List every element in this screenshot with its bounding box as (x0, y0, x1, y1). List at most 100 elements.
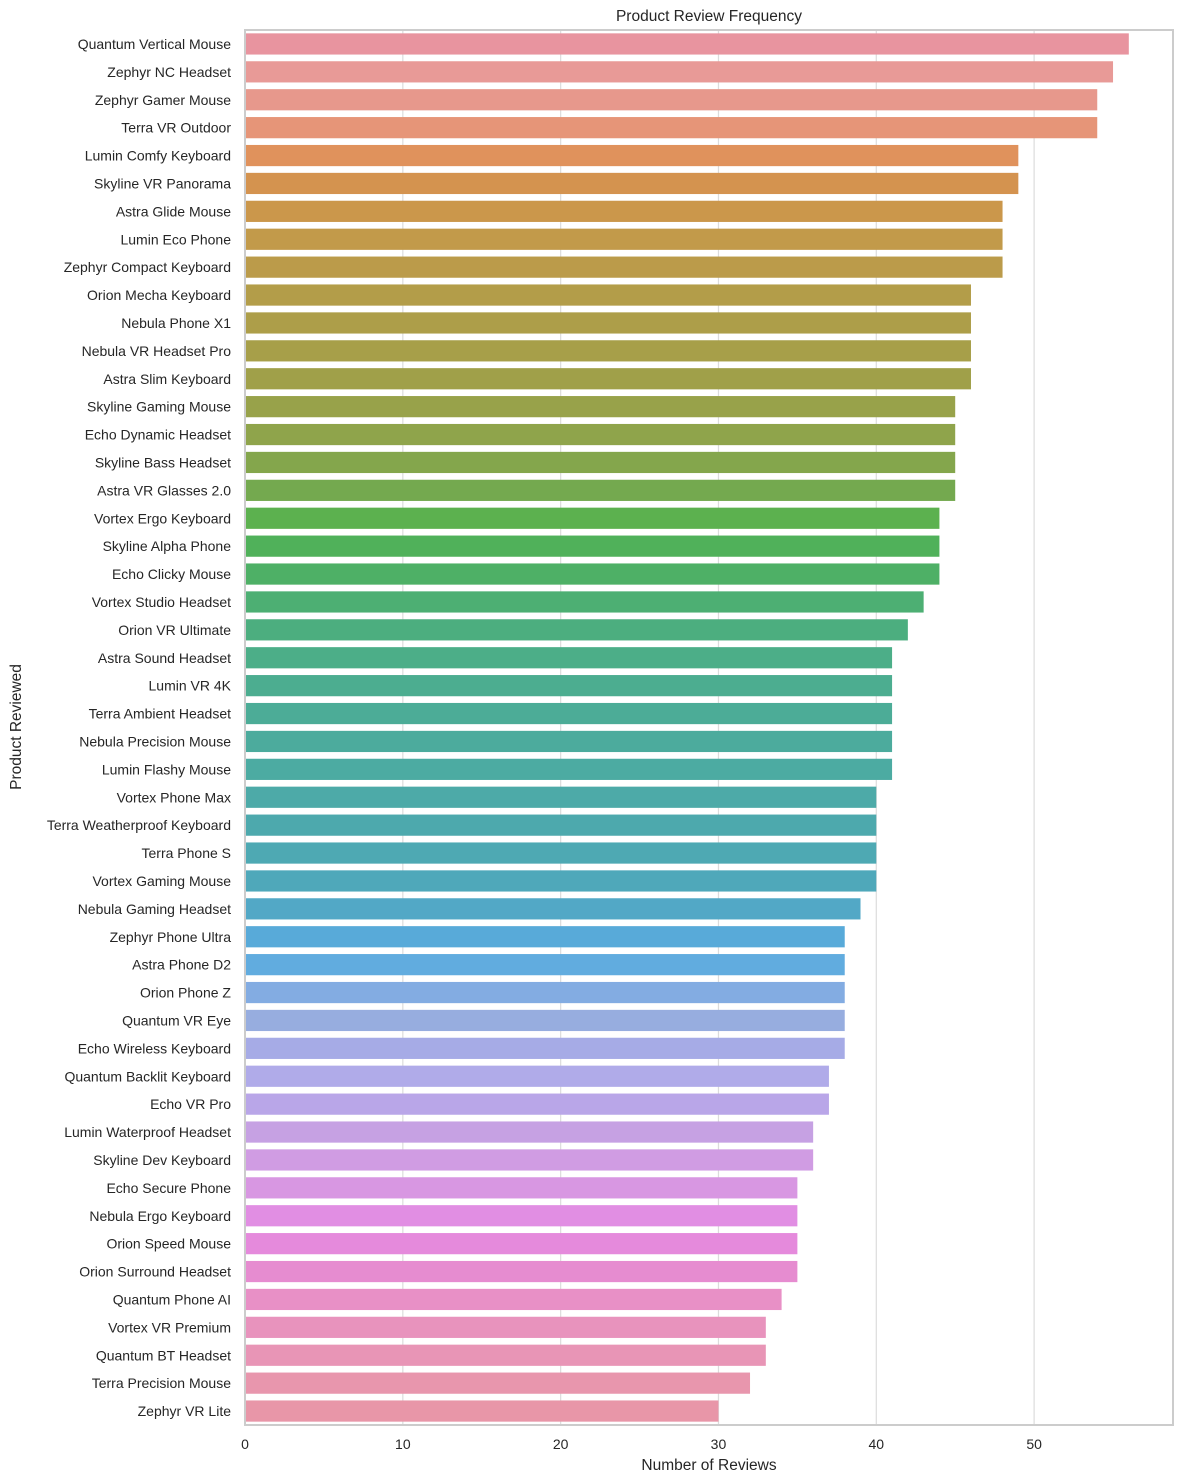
y-tick-label: Terra Ambient Headset (89, 706, 232, 722)
y-tick-label: Terra Precision Mouse (92, 1375, 231, 1391)
y-tick-label: Zephyr NC Headset (107, 64, 231, 80)
y-tick-label: Vortex Gaming Mouse (92, 873, 231, 889)
y-tick-label: Astra Sound Headset (98, 650, 231, 666)
y-tick-label: Quantum VR Eye (122, 1012, 231, 1028)
bar (246, 256, 1003, 278)
y-tick-label: Zephyr Compact Keyboard (64, 259, 231, 275)
y-tick-label: Zephyr VR Lite (138, 1403, 232, 1419)
bar (246, 647, 893, 669)
bar (246, 1205, 798, 1227)
y-tick-labels: Quantum Vertical Mouse Zephyr NC Headset Z… (47, 36, 232, 1419)
y-tick-label: Vortex Studio Headset (92, 594, 231, 610)
bar (246, 507, 940, 529)
bar (246, 1121, 814, 1143)
bar (246, 117, 1098, 139)
y-tick-label: Terra Phone S (142, 845, 232, 861)
x-tick-labels: 0 10 20 30 40 50 (241, 1436, 1042, 1452)
bar (246, 591, 924, 613)
y-tick-label: Terra Weatherproof Keyboard (47, 817, 231, 833)
x-tick-label: 30 (711, 1436, 727, 1452)
x-axis-title: Number of Reviews (641, 1457, 776, 1474)
y-tick-label: Nebula Ergo Keyboard (89, 1208, 231, 1224)
bar (246, 898, 861, 920)
x-tick-label: 10 (395, 1436, 411, 1452)
y-tick-label: Astra VR Glasses 2.0 (97, 482, 231, 498)
y-tick-label: Lumin VR 4K (149, 678, 232, 694)
y-tick-label: Vortex Ergo Keyboard (94, 510, 231, 526)
x-tick-label: 0 (241, 1436, 249, 1452)
bar (246, 396, 956, 418)
bar (246, 1316, 766, 1338)
bar (246, 1149, 814, 1171)
y-tick-label: Quantum BT Headset (96, 1347, 231, 1363)
chart-title: Product Review Frequency (616, 8, 802, 25)
bar (246, 228, 1003, 250)
bar (246, 61, 1114, 83)
y-tick-label: Echo Wireless Keyboard (78, 1040, 231, 1056)
y-tick-label: Echo Secure Phone (106, 1180, 231, 1196)
y-tick-label: Echo Clicky Mouse (112, 566, 231, 582)
y-tick-label: Quantum Vertical Mouse (78, 36, 232, 52)
bar (246, 535, 940, 557)
bar (246, 284, 971, 306)
y-tick-label: Skyline VR Panorama (94, 175, 231, 191)
bars (246, 33, 1129, 1422)
y-tick-label: Vortex VR Premium (108, 1319, 231, 1335)
bar (246, 758, 893, 780)
x-tick-label: 40 (869, 1436, 885, 1452)
x-tick-label: 50 (1026, 1436, 1042, 1452)
bar (246, 730, 893, 753)
y-tick-label: Astra Phone D2 (132, 957, 231, 973)
y-tick-label: Orion Mecha Keyboard (87, 287, 231, 303)
bar (246, 1093, 829, 1115)
bar (246, 368, 971, 390)
bar (246, 1400, 719, 1422)
y-tick-label: Terra VR Outdoor (121, 120, 231, 136)
y-tick-label: Vortex Phone Max (117, 789, 231, 805)
y-tick-label: Lumin Waterproof Headset (64, 1124, 231, 1140)
y-tick-label: Quantum Backlit Keyboard (64, 1068, 231, 1084)
y-tick-label: Lumin Eco Phone (120, 231, 231, 247)
bar (246, 1233, 798, 1255)
bar (246, 870, 877, 892)
y-tick-label: Nebula Precision Mouse (79, 733, 231, 749)
bar (246, 172, 1019, 195)
y-tick-label: Orion Speed Mouse (106, 1236, 231, 1252)
bar (246, 926, 845, 948)
bar (246, 89, 1098, 111)
y-tick-label: Orion Phone Z (140, 985, 231, 1001)
y-tick-label: Echo VR Pro (150, 1096, 231, 1112)
y-tick-label: Skyline Gaming Mouse (87, 399, 231, 415)
bar (246, 423, 956, 446)
bar (246, 1344, 766, 1366)
bar (246, 1065, 829, 1087)
bar (246, 451, 956, 474)
bar (246, 1177, 798, 1199)
y-tick-label: Orion VR Ultimate (118, 622, 231, 638)
bar (246, 1037, 845, 1059)
y-axis-title: Product Reviewed (8, 664, 25, 790)
y-tick-label: Skyline Bass Headset (95, 454, 231, 470)
bar (246, 786, 877, 808)
y-tick-label: Echo Dynamic Headset (85, 427, 231, 443)
bar (246, 1009, 845, 1032)
bar (246, 312, 971, 334)
y-tick-label: Lumin Flashy Mouse (102, 761, 231, 777)
bar (246, 702, 893, 725)
bar (246, 340, 971, 362)
y-tick-label: Astra Glide Mouse (116, 203, 231, 219)
bar (246, 479, 956, 501)
bar (246, 200, 1003, 222)
bar (246, 563, 940, 585)
y-tick-label: Nebula VR Headset Pro (82, 343, 232, 359)
x-tick-label: 20 (553, 1436, 569, 1452)
y-tick-label: Nebula Gaming Headset (78, 901, 231, 917)
bar (246, 1288, 782, 1311)
bar (246, 981, 845, 1004)
y-tick-label: Skyline Dev Keyboard (93, 1152, 231, 1168)
y-tick-label: Quantum Phone AI (113, 1291, 231, 1307)
y-tick-label: Skyline Alpha Phone (103, 538, 232, 554)
plot-frame (244, 29, 1174, 1426)
bar (246, 954, 845, 976)
